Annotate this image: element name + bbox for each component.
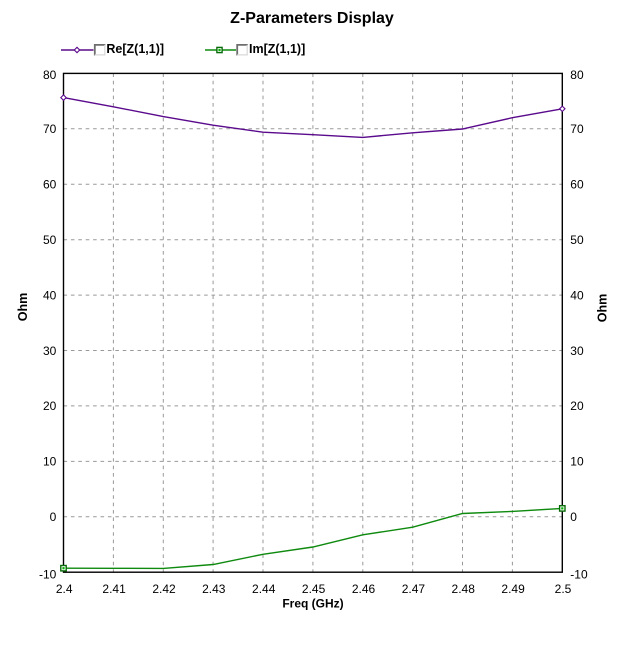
svg-text:30: 30 [570,344,584,358]
svg-text:70: 70 [43,122,57,136]
svg-text:50: 50 [43,233,57,247]
svg-text:10: 10 [570,455,584,469]
svg-text:2.41: 2.41 [102,582,126,596]
svg-text:2.47: 2.47 [402,582,426,596]
svg-text:40: 40 [570,288,584,302]
svg-text:80: 80 [570,68,584,82]
svg-text:0: 0 [50,510,57,524]
svg-text:2.42: 2.42 [152,582,176,596]
svg-text:60: 60 [43,178,57,192]
svg-text:Ohm: Ohm [596,294,610,322]
svg-text:Im[Z(1,1)]: Im[Z(1,1)] [249,42,305,56]
svg-text:70: 70 [570,122,584,136]
svg-text:20: 20 [570,399,584,413]
svg-text:Freq (GHz): Freq (GHz) [282,597,343,611]
svg-text:2.5: 2.5 [555,582,572,596]
svg-text:10: 10 [43,455,57,469]
svg-text:40: 40 [43,288,57,302]
svg-text:2.43: 2.43 [202,582,226,596]
svg-text:2.48: 2.48 [452,582,476,596]
svg-text:80: 80 [43,68,57,82]
svg-text:2.46: 2.46 [352,582,376,596]
svg-text:2.44: 2.44 [252,582,276,596]
svg-text:20: 20 [43,399,57,413]
svg-text:60: 60 [570,178,584,192]
svg-text:-10: -10 [39,567,57,581]
svg-text:Ohm: Ohm [16,293,30,321]
svg-text:0: 0 [570,510,577,524]
svg-text:50: 50 [570,233,584,247]
svg-text:30: 30 [43,344,57,358]
svg-text:Z-Parameters Display: Z-Parameters Display [230,10,394,27]
svg-text:2.49: 2.49 [501,582,525,596]
svg-text:2.45: 2.45 [302,582,326,596]
svg-text:Re[Z(1,1)]: Re[Z(1,1)] [106,42,164,56]
svg-text:-10: -10 [570,567,588,581]
svg-text:2.4: 2.4 [56,582,73,596]
